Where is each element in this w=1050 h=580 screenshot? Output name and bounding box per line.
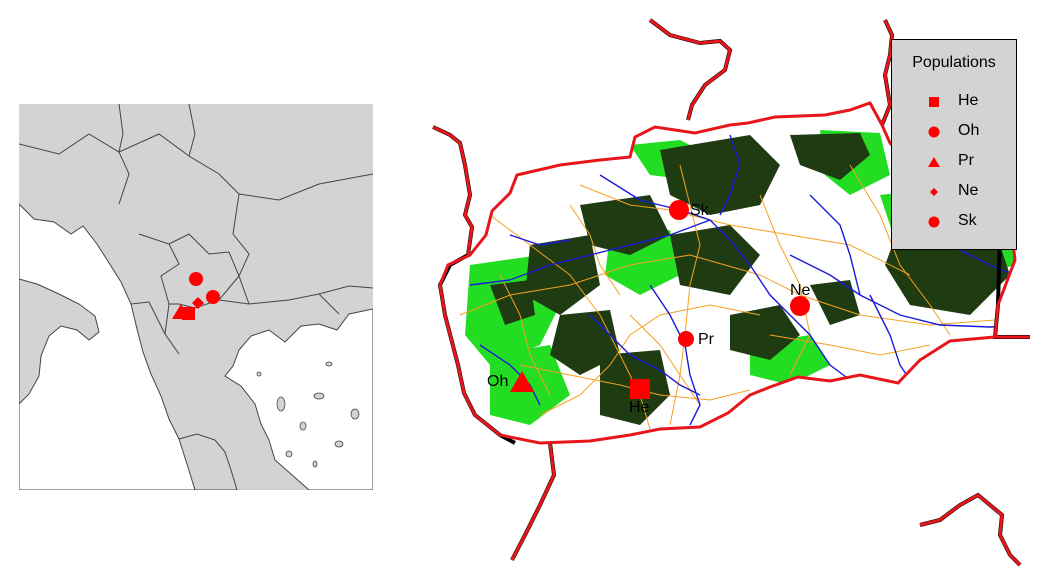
site-label-sk: Sk: [690, 202, 710, 219]
square-icon: [929, 97, 939, 107]
legend-label: He: [958, 92, 979, 109]
legend-item-he: He: [892, 90, 1016, 114]
legend-label: Ne: [958, 182, 979, 199]
legend-item-ne: Ne: [892, 180, 1016, 204]
legend-item-oh: Oh: [892, 120, 1016, 144]
site-marker-he: [630, 379, 650, 399]
inset-markers: [172, 272, 220, 320]
site-label-pr: Pr: [698, 331, 715, 348]
inset-marker-ne: [206, 290, 220, 304]
inset-marker-sk: [189, 272, 203, 286]
roads: [459, 164, 996, 430]
legend-label: Oh: [958, 122, 980, 139]
circle-icon: [928, 126, 940, 138]
legend-item-sk: Sk: [892, 210, 1016, 234]
site-label-oh: Oh: [487, 373, 508, 390]
legend-label: Pr: [958, 152, 974, 169]
site-markers: Sk Ne Pr Oh He: [487, 200, 811, 416]
inset-marker-pr: [192, 297, 204, 309]
site-marker-ne: [790, 296, 810, 316]
diamond-icon: [930, 188, 938, 196]
legend-label: Sk: [958, 212, 977, 229]
detail-map: Sk Ne Pr Oh He: [432, 18, 1030, 567]
country-border: [432, 18, 1030, 567]
site-marker-pr: [678, 331, 694, 347]
site-marker-sk: [669, 200, 689, 220]
aegean-islands: [256, 361, 360, 468]
map-legend: Populations He Oh Pr Ne Sk: [891, 39, 1017, 250]
site-marker-oh: [510, 371, 534, 392]
site-label-ne: Ne: [790, 282, 811, 299]
land-cover: [440, 103, 1015, 443]
overview-map: [19, 104, 373, 490]
legend-title: Populations: [912, 54, 996, 71]
legend-item-pr: Pr: [892, 150, 1016, 174]
circle-icon: [928, 216, 940, 228]
italy-heel: [19, 278, 100, 405]
inset-marker-he: [182, 307, 195, 320]
peloponnese: [178, 433, 238, 490]
site-label-he: He: [629, 399, 650, 416]
triangle-icon: [928, 157, 940, 167]
country-borders: [19, 104, 373, 355]
